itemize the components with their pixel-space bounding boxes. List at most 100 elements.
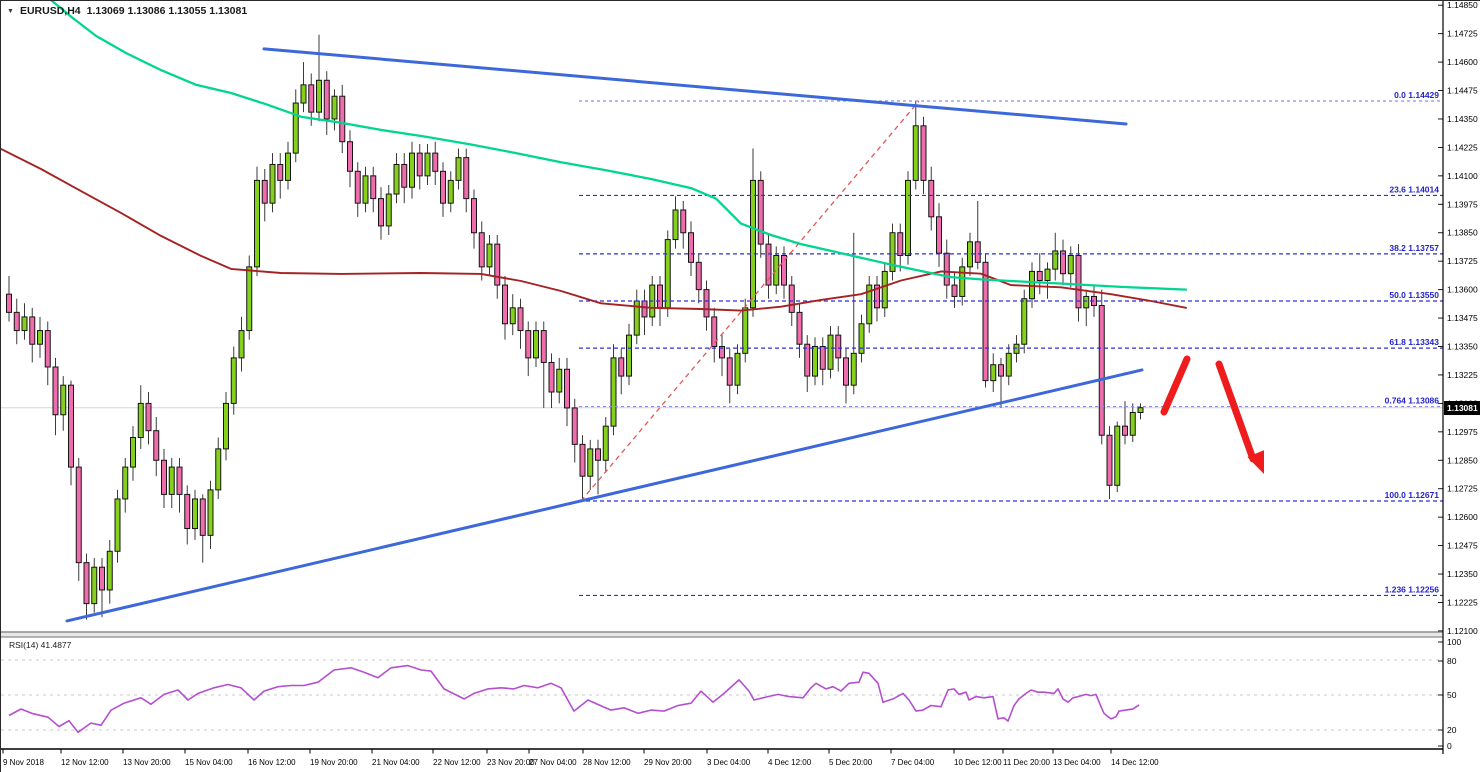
bull-candle bbox=[672, 209, 679, 241]
time-axis-label: 13 Nov 20:00 bbox=[123, 758, 171, 767]
bear-candle bbox=[1122, 425, 1128, 436]
bear-candle bbox=[843, 357, 849, 386]
time-axis-label: 15 Nov 04:00 bbox=[185, 758, 233, 767]
bull-candle bbox=[881, 270, 888, 309]
bear-candle bbox=[1075, 254, 1082, 309]
bear-candle bbox=[99, 566, 105, 591]
bull-candle bbox=[533, 330, 539, 359]
bull-candle bbox=[866, 284, 873, 325]
bear-candle bbox=[920, 125, 927, 181]
price-axis-label: 1.12975 bbox=[1447, 427, 1478, 437]
bull-candle bbox=[1083, 295, 1090, 309]
bull-candle bbox=[1044, 268, 1051, 282]
panel-splitter[interactable] bbox=[1, 632, 1443, 637]
bear-candle bbox=[579, 443, 586, 477]
price-axis-label: 1.12600 bbox=[1447, 512, 1478, 522]
bear-candle bbox=[44, 330, 51, 368]
bull-candle bbox=[215, 448, 222, 491]
bear-candle bbox=[261, 179, 268, 204]
time-axis-label: 9 Nov 2018 bbox=[3, 758, 44, 767]
bull-candle bbox=[610, 357, 617, 427]
time-axis-label: 10 Dec 12:00 bbox=[954, 758, 1002, 767]
bear-candle bbox=[75, 466, 82, 564]
bear-candle bbox=[416, 152, 423, 177]
bull-candle bbox=[626, 334, 632, 377]
bull-candle bbox=[106, 550, 113, 591]
price-axis-label: 1.14725 bbox=[1447, 29, 1478, 39]
bear-candle bbox=[308, 84, 315, 113]
bull-candle bbox=[269, 163, 276, 204]
symbol-dropdown-icon[interactable]: ▼ bbox=[7, 7, 14, 15]
price-axis-label: 1.14850 bbox=[1447, 1, 1478, 10]
time-axis-label: 22 Nov 12:00 bbox=[433, 758, 481, 767]
time-axis-label: 29 Nov 20:00 bbox=[644, 758, 692, 767]
bear-candle bbox=[68, 384, 74, 468]
bull-candle bbox=[587, 448, 594, 477]
bull-candle bbox=[889, 232, 896, 272]
bear-candle bbox=[161, 459, 167, 495]
bear-candle bbox=[726, 357, 733, 386]
bear-candle bbox=[804, 343, 811, 377]
rsi-scale-label: 0 bbox=[1447, 741, 1452, 751]
bear-candle bbox=[982, 261, 989, 382]
bull-candle bbox=[192, 498, 198, 530]
bull-candle bbox=[300, 84, 307, 104]
descending-trendline[interactable] bbox=[262, 47, 1128, 126]
price-axis-label: 1.13600 bbox=[1447, 285, 1478, 295]
bear-candle bbox=[928, 179, 935, 218]
rsi-scale-label: 20 bbox=[1447, 725, 1457, 735]
bear-candle bbox=[471, 198, 477, 234]
bear-candle bbox=[432, 152, 439, 172]
bear-candle bbox=[974, 241, 981, 263]
bull-candle bbox=[750, 179, 756, 309]
bear-candle bbox=[1106, 434, 1113, 486]
bear-candle bbox=[781, 254, 787, 286]
bull-candle bbox=[246, 266, 253, 332]
bear-candle bbox=[657, 284, 663, 309]
fib-level-label: 23.6 1.14014 bbox=[1389, 184, 1439, 194]
bear-candle bbox=[145, 402, 152, 432]
red-arrow-down-stroke[interactable] bbox=[1215, 360, 1257, 463]
bear-candle bbox=[819, 346, 826, 370]
bull-candle bbox=[734, 352, 741, 386]
fib-level-label: 61.8 1.13343 bbox=[1389, 337, 1439, 347]
bull-candle bbox=[1013, 343, 1020, 354]
bull-candle bbox=[207, 489, 214, 536]
bear-candle bbox=[540, 330, 547, 363]
bull-candle bbox=[1137, 407, 1144, 413]
bear-candle bbox=[52, 366, 59, 416]
price-axis-label: 1.13225 bbox=[1447, 370, 1478, 380]
bear-candle bbox=[370, 175, 377, 200]
bear-candle bbox=[548, 361, 555, 393]
bull-candle bbox=[254, 179, 260, 268]
bear-candle bbox=[83, 562, 90, 605]
price-axis-label: 1.13725 bbox=[1447, 256, 1478, 266]
bull-candle bbox=[292, 102, 299, 154]
bear-candle bbox=[835, 334, 842, 359]
price-axis-label: 1.14475 bbox=[1447, 86, 1478, 96]
bull-candle bbox=[1114, 425, 1121, 486]
bear-candle bbox=[176, 466, 183, 495]
bear-candle bbox=[1060, 250, 1066, 275]
bull-candle bbox=[114, 498, 121, 552]
ascending-trendline[interactable] bbox=[65, 368, 1144, 623]
red-arrow-head[interactable] bbox=[1247, 450, 1264, 474]
price-axis-label: 1.12100 bbox=[1447, 626, 1478, 636]
bull-candle bbox=[959, 266, 966, 297]
bull-candle bbox=[331, 95, 338, 120]
bear-candle bbox=[719, 346, 725, 359]
bear-candle bbox=[897, 232, 904, 256]
rsi-scale-label: 100 bbox=[1447, 637, 1461, 647]
fib-diagonal-line[interactable] bbox=[580, 100, 920, 502]
bear-candle bbox=[494, 243, 501, 286]
bear-candle bbox=[595, 448, 601, 461]
price-axis-label: 1.14100 bbox=[1447, 171, 1478, 181]
fib-level-label: 38.2 1.13757 bbox=[1389, 243, 1439, 253]
bull-candle bbox=[409, 152, 415, 188]
bear-candle bbox=[347, 141, 353, 172]
bear-candle bbox=[998, 364, 1004, 377]
red-arrow-up-stroke[interactable] bbox=[1160, 355, 1191, 416]
time-axis-label: 12 Nov 12:00 bbox=[61, 758, 109, 767]
